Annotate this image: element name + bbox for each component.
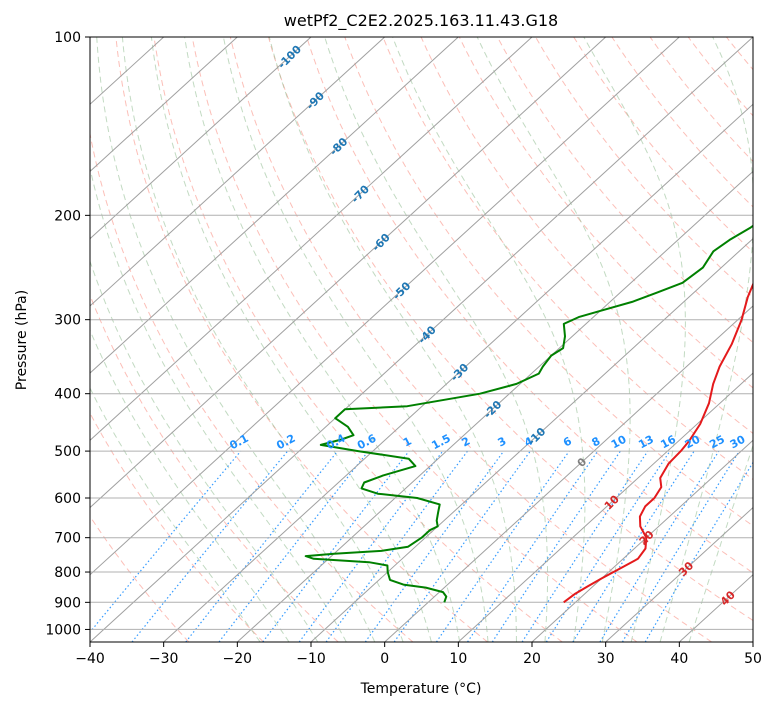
moist-adiabat — [90, 328, 290, 642]
dry-adiabat — [535, 37, 753, 298]
isotherm-line — [90, 37, 386, 307]
dry-adiabat — [382, 37, 753, 481]
y-tick-label: 300 — [54, 313, 81, 329]
moist-adiabat — [659, 37, 753, 642]
dry-adiabat — [90, 515, 190, 642]
isotherm-line — [90, 37, 680, 576]
dewpoint-profile-line — [304, 224, 753, 603]
moist-adiabat — [184, 37, 461, 642]
x-tick-label: −20 — [223, 651, 253, 667]
moist-adiabat — [324, 37, 549, 642]
isotherm-line — [384, 305, 753, 642]
mixing-ratio-label: 10 — [609, 433, 629, 452]
mixing-ratio-line — [262, 450, 410, 642]
mixing-ratio-label: 16 — [658, 433, 678, 452]
x-tick-label: −10 — [296, 651, 326, 667]
isotherm-line — [90, 37, 312, 240]
dry-adiabat — [90, 412, 264, 642]
dry-adiabat — [268, 37, 753, 622]
mixing-ratio-line — [90, 450, 242, 633]
y-tick-label: 200 — [54, 208, 81, 224]
y-tick-label: 700 — [54, 531, 81, 547]
x-tick-label: −40 — [75, 651, 105, 667]
x-tick-label: 50 — [744, 651, 762, 667]
y-tick-label: 800 — [54, 565, 81, 581]
mixing-ratio-line — [364, 450, 505, 642]
dry-adiabat — [90, 131, 414, 642]
isotherm-line — [163, 103, 753, 642]
y-axis-label: Pressure (hPa) — [14, 290, 30, 390]
isotherm-line — [236, 170, 753, 642]
x-tick-label: 0 — [380, 651, 389, 667]
moist-adiabat — [90, 387, 261, 642]
dry-adiabat — [153, 37, 563, 642]
y-tick-label: 900 — [54, 595, 81, 611]
plot-frame — [89, 36, 754, 643]
moist-adiabat — [688, 444, 753, 642]
mixing-ratio-line — [572, 450, 695, 642]
mixing-ratio-line — [298, 450, 444, 642]
x-tick-label: −30 — [149, 651, 179, 667]
x-tick-label: 10 — [449, 651, 467, 667]
chart-title: wetPf2_C2E2.2025.163.11.43.G18 — [284, 11, 558, 31]
moist-adiabat — [96, 37, 376, 642]
moist-adiabat — [150, 37, 432, 642]
moist-adiabat — [90, 165, 347, 642]
mixing-ratio-line — [621, 450, 740, 642]
isotherm-line — [457, 372, 753, 642]
mixing-ratio-line — [545, 450, 671, 642]
x-axis-label: Temperature (°C) — [360, 681, 482, 697]
moist-adiabat — [90, 259, 319, 642]
temperature-profile-line — [563, 281, 753, 604]
isotherm-line — [90, 37, 459, 374]
x-tick-label: 20 — [523, 651, 541, 667]
y-tick-label: 400 — [54, 387, 81, 403]
isotherm-line — [90, 37, 238, 173]
mixing-ratio-label: 13 — [636, 433, 656, 452]
isotherm-line — [605, 506, 753, 642]
dry-adiabat — [115, 37, 488, 642]
mixing-ratio-line — [467, 450, 599, 642]
y-tick-label: 600 — [54, 491, 81, 507]
isotherm-line — [310, 237, 753, 642]
mixing-ratio-line — [491, 450, 621, 642]
isotherm-line — [90, 37, 753, 642]
mixing-ratio-label: 25 — [707, 433, 727, 452]
y-tick-label: 500 — [54, 444, 81, 460]
moist-adiabat — [392, 37, 586, 642]
mixing-ratio-label: 30 — [728, 433, 748, 452]
moist-adiabat — [121, 37, 404, 642]
isotherm-line — [531, 439, 753, 642]
mixing-ratio-line — [521, 450, 649, 642]
mixing-ratio-line — [131, 450, 289, 642]
moist-adiabat — [476, 37, 631, 642]
isotherm-line — [90, 37, 607, 509]
moist-adiabat — [583, 37, 686, 642]
moist-adiabat — [222, 37, 489, 642]
x-tick-label: 30 — [597, 651, 615, 667]
mixing-ratio-line — [185, 450, 339, 642]
y-tick-label: 100 — [54, 30, 81, 46]
y-tick-label: 1000 — [45, 622, 81, 638]
mixing-ratio-line — [435, 450, 570, 642]
dry-adiabat — [306, 37, 753, 574]
x-tick-label: 40 — [670, 651, 688, 667]
moist-adiabat — [268, 37, 517, 642]
mixing-ratio-label: 20 — [683, 433, 703, 452]
isotherm-line — [90, 37, 533, 442]
